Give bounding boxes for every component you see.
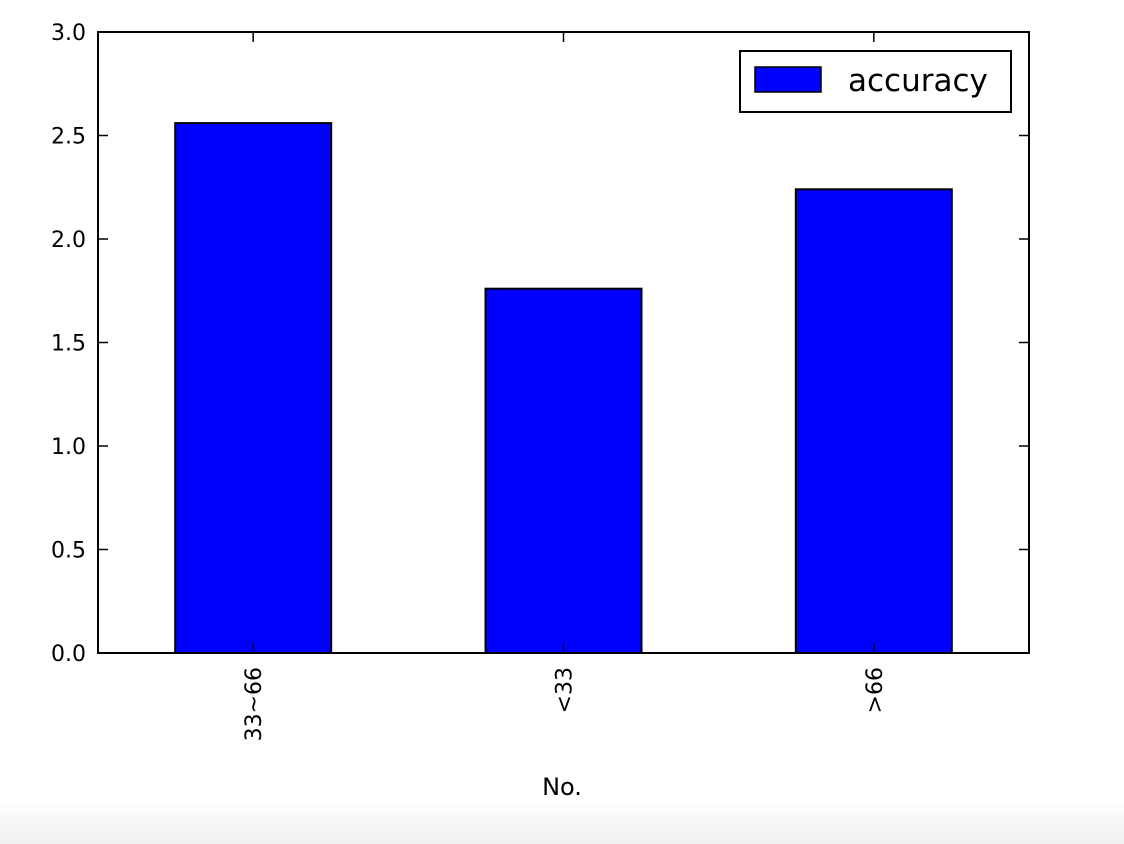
y-tick-label: 2.5 [51,125,86,150]
plot-frame [97,31,1030,654]
bar-2 [794,188,953,655]
x-tick-label: >66 [863,667,888,713]
legend-swatch [754,66,822,93]
x-tick-label: 33~66 [242,667,267,741]
bar-0 [174,122,333,655]
x-tick-labels: 33~66 <33 >66 [242,667,888,741]
y-tick-label: 1.5 [51,332,86,357]
legend-label: accuracy [848,63,988,99]
x-tick-label: <33 [553,667,578,713]
y-tick-label: 0.0 [51,642,86,667]
y-tick-label: 2.0 [51,228,86,253]
y-tick-label: 1.0 [51,435,86,460]
bar-1 [484,287,643,654]
x-axis-label: No. [542,773,582,801]
y-tick-labels: 0.0 0.5 1.0 1.5 2.0 2.5 3.0 [51,21,86,667]
y-tick-label: 0.5 [51,539,86,564]
y-tick-label: 3.0 [51,21,86,46]
legend: accuracy [739,50,1012,113]
bars-group [174,122,953,655]
